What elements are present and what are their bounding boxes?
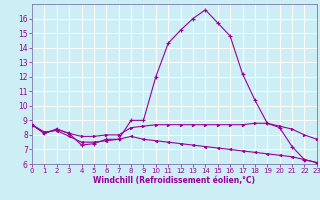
- X-axis label: Windchill (Refroidissement éolien,°C): Windchill (Refroidissement éolien,°C): [93, 176, 255, 185]
